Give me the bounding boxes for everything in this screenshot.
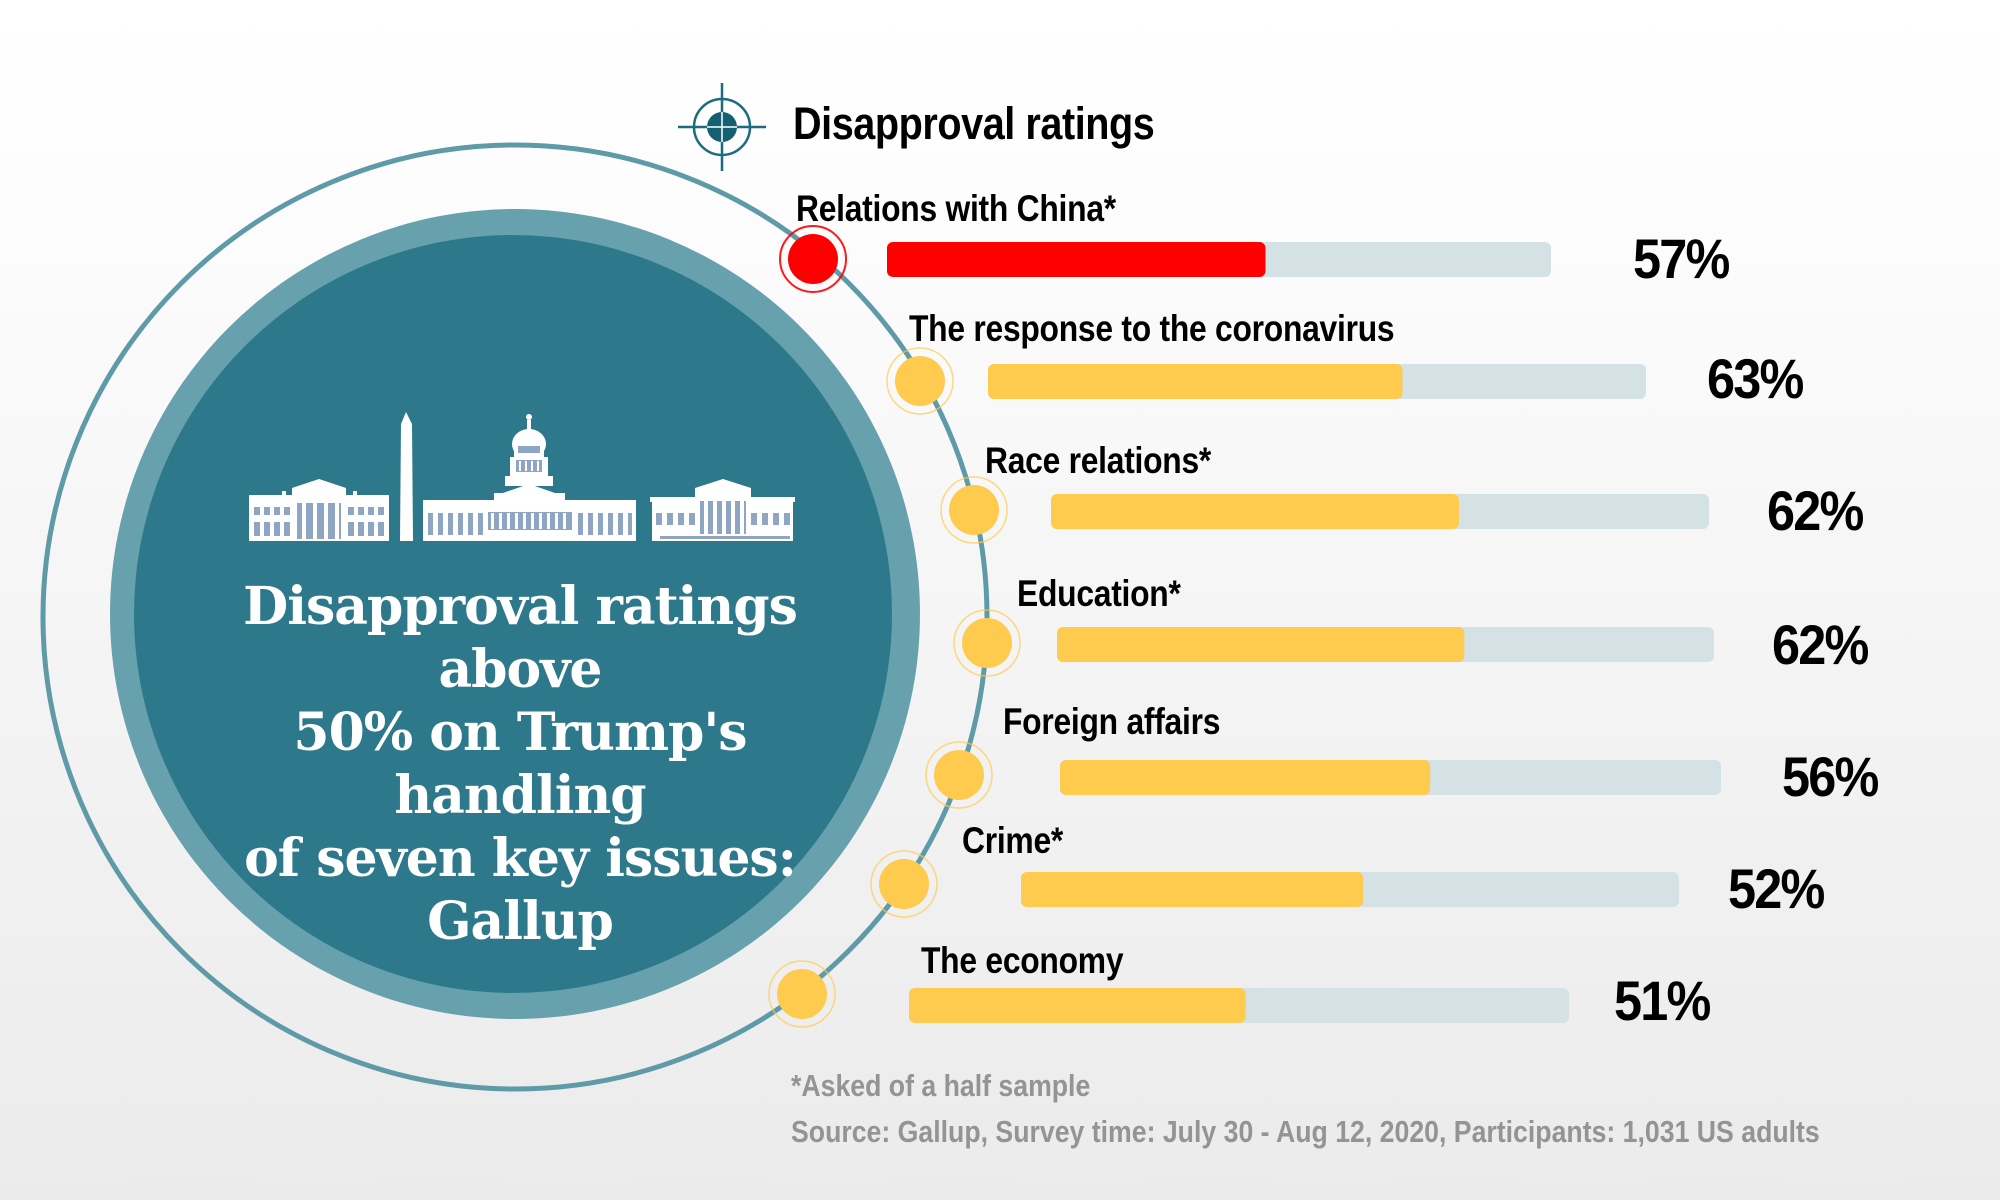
white-house-icon <box>249 479 389 541</box>
marker-halo <box>870 850 938 918</box>
source-note: Source: Gallup, Survey time: July 30 - A… <box>791 1114 1820 1149</box>
value-label: 62% <box>1772 613 1869 676</box>
marker-dot <box>949 485 999 535</box>
monument-icon <box>400 412 413 541</box>
chart-marks <box>768 225 1721 1028</box>
marker-halo <box>925 741 993 809</box>
category-label: Education* <box>1017 573 1181 614</box>
bar <box>988 364 1403 399</box>
marker-halo <box>779 225 847 293</box>
value-label: 52% <box>1728 857 1825 920</box>
hero-circle-inner <box>134 235 892 993</box>
marker-dot <box>895 356 945 406</box>
chart-title: Disapproval ratings <box>793 98 1155 149</box>
hero-line: Disapproval ratings above <box>243 576 798 700</box>
marker-dot <box>777 969 827 1019</box>
hero-headline: Disapproval ratings above 50% on Trump's… <box>160 575 880 953</box>
marker-halo <box>953 609 1021 677</box>
value-label: 51% <box>1614 969 1711 1032</box>
category-label: Crime* <box>962 820 1064 861</box>
bar <box>1060 760 1431 795</box>
bar <box>909 988 1246 1023</box>
bar <box>1021 872 1364 907</box>
value-label: 63% <box>1707 347 1804 410</box>
bar <box>1057 627 1465 662</box>
category-label: The economy <box>921 940 1124 981</box>
value-label: 57% <box>1633 227 1730 290</box>
marker-halo <box>768 960 836 1028</box>
hero-line: Gallup <box>427 891 614 952</box>
crosshair-icon <box>678 83 766 171</box>
value-label: 56% <box>1782 745 1879 808</box>
marker-halo <box>940 476 1008 544</box>
outer-ring <box>40 142 990 1092</box>
footnote-half-sample: *Asked of a half sample <box>791 1068 1091 1103</box>
marker-dot <box>788 234 838 284</box>
hero-line: 50% on Trump's handling <box>293 702 747 826</box>
category-label: The response to the coronavirus <box>909 308 1395 349</box>
bar <box>887 242 1266 277</box>
marker-dot <box>962 618 1012 668</box>
value-label: 62% <box>1767 479 1864 542</box>
government-building-icon <box>650 479 795 541</box>
marker-halo <box>886 347 954 415</box>
marker-dot <box>934 750 984 800</box>
marker-dot <box>879 859 929 909</box>
washington-skyline-icon <box>249 412 795 541</box>
category-label: Relations with China* <box>796 188 1116 229</box>
category-label: Foreign affairs <box>1003 701 1221 742</box>
bar <box>1051 494 1459 529</box>
category-label: Race relations* <box>985 440 1212 481</box>
capitol-icon <box>423 414 636 541</box>
hero-line: of seven key issues: <box>244 828 797 889</box>
